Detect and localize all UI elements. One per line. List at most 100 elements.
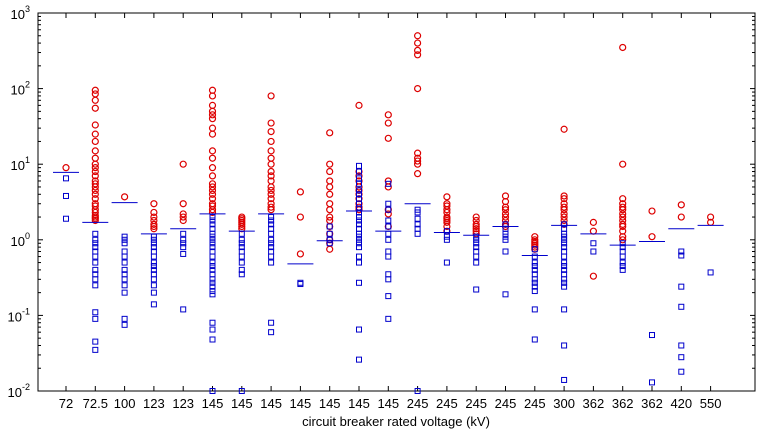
blue-square-point — [385, 236, 392, 243]
x-tick-label: 362 — [641, 396, 663, 411]
blue-square-point — [238, 266, 245, 273]
blue-square-point — [150, 263, 157, 270]
red-circle-point — [208, 147, 217, 155]
red-circle-point — [150, 220, 158, 228]
blue-square-point — [356, 236, 362, 243]
blue-square-point — [92, 315, 99, 322]
blue-square-point — [385, 217, 392, 224]
red-circle-point — [384, 111, 392, 119]
red-circle-point — [384, 119, 392, 127]
y-tick-base: 10 — [11, 83, 25, 98]
blue-square-point — [561, 253, 568, 260]
blue-square-point — [209, 263, 216, 270]
blue-square-point — [356, 187, 362, 194]
x-tick-label: 245 — [407, 396, 429, 411]
red-circle-point — [120, 193, 129, 201]
blue-square-point — [356, 253, 362, 260]
red-circle-point — [208, 111, 217, 119]
blue-square-point — [356, 279, 362, 286]
blue-square-point — [92, 236, 99, 243]
red-circle-point — [238, 222, 246, 231]
x-tick-label: 245 — [524, 396, 546, 411]
x-tick-label: 100 — [114, 396, 136, 411]
red-circle-point — [443, 206, 451, 214]
blue-square-point — [268, 329, 275, 336]
blue-square-point — [561, 263, 568, 270]
red-circle-point — [355, 101, 363, 109]
x-axis-title: circuit breaker rated voltage (kV) — [302, 414, 490, 429]
blue-square-point — [473, 253, 480, 260]
red-circle-point — [560, 195, 568, 203]
blue-square-point — [385, 276, 392, 283]
blue-square-point — [385, 200, 392, 207]
blue-square-point — [356, 191, 362, 198]
blue-square-point — [180, 236, 187, 243]
red-circle-point — [414, 84, 422, 93]
red-circle-point — [150, 222, 158, 231]
blue-square-point — [209, 279, 216, 286]
x-tick-label: 550 — [700, 396, 722, 411]
blue-square-point — [531, 246, 538, 253]
red-circle-point — [501, 206, 510, 214]
red-circle-point — [560, 125, 568, 133]
red-circle-point — [91, 121, 99, 129]
blue-square-point — [678, 283, 685, 290]
blue-square-point — [414, 221, 421, 228]
blue-square-point — [150, 289, 157, 296]
blue-square-point — [209, 253, 216, 260]
blue-square-point — [268, 217, 275, 224]
red-circle-point — [62, 164, 70, 172]
red-circle-point — [326, 190, 334, 198]
blue-square-point — [268, 253, 275, 260]
red-circle-point — [267, 127, 275, 136]
blue-square-point — [238, 236, 245, 243]
red-circle-point — [501, 203, 510, 211]
red-circle-point — [208, 172, 217, 180]
blue-square-point — [531, 259, 538, 266]
red-circle-point — [648, 233, 656, 241]
red-circle-point — [296, 188, 304, 196]
blue-square-point — [121, 276, 128, 283]
red-circle-point — [560, 192, 568, 200]
blue-square-point — [209, 266, 216, 273]
blue-square-point — [297, 281, 304, 288]
blue-square-point — [209, 326, 216, 333]
blue-square-point — [385, 293, 392, 300]
blue-square-point — [121, 253, 128, 260]
x-tick-label: 145 — [348, 396, 370, 411]
red-circle-point — [91, 147, 99, 155]
blue-square-point — [209, 236, 216, 243]
blue-square-point — [150, 259, 157, 266]
red-circle-point — [414, 46, 422, 55]
blue-square-point — [150, 276, 157, 283]
blue-square-point — [238, 240, 245, 247]
red-circle-point — [208, 183, 217, 191]
blue-square-point — [209, 214, 216, 221]
blue-square-point — [238, 388, 245, 394]
blue-square-point — [356, 240, 362, 247]
blue-square-point — [561, 266, 568, 273]
blue-square-point — [619, 266, 626, 273]
blue-square-point — [561, 283, 568, 290]
blue-square-point — [92, 266, 99, 273]
y-tick-exponent: -1 — [22, 306, 30, 316]
blue-square-point — [473, 233, 480, 240]
blue-square-point — [121, 266, 128, 273]
red-circle-point — [619, 236, 627, 244]
blue-square-point — [531, 253, 538, 260]
blue-square-point — [531, 266, 538, 273]
blue-square-point — [707, 269, 714, 276]
red-circle-point — [414, 170, 422, 178]
red-circle-point — [619, 195, 627, 203]
blue-square-point — [92, 338, 99, 345]
y-tick-base: 10 — [11, 234, 25, 249]
x-tick-label: 145 — [377, 396, 399, 411]
red-circle-point — [208, 130, 217, 138]
blue-square-point — [92, 346, 99, 353]
blue-square-point — [678, 368, 685, 375]
blue-square-point — [180, 244, 187, 251]
x-tick-label: 245 — [465, 396, 487, 411]
red-circle-point — [267, 183, 275, 191]
